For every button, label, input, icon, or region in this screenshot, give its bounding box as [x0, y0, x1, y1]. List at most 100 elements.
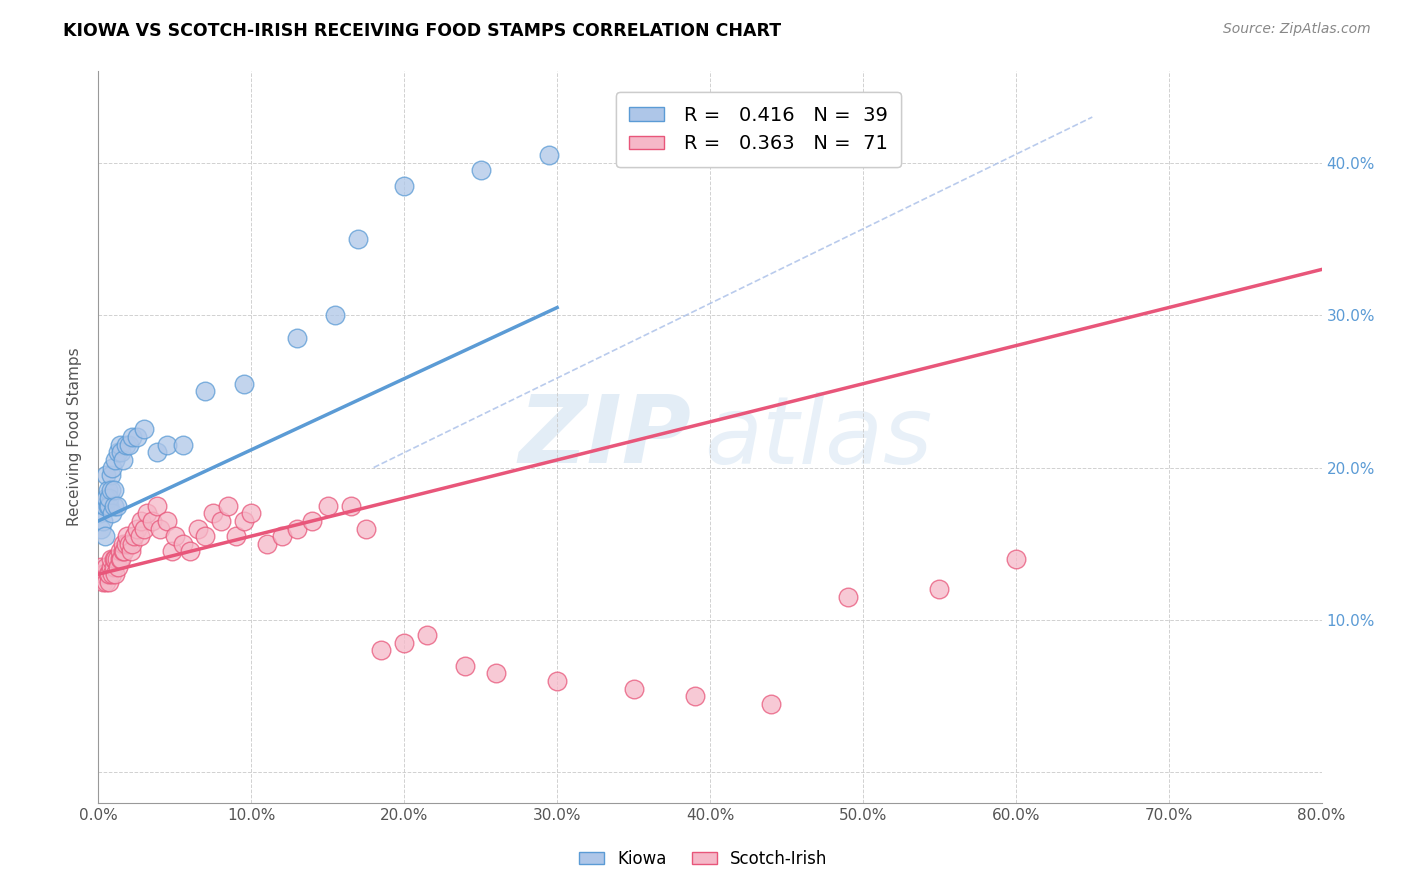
Text: atlas: atlas: [704, 392, 932, 483]
Point: [301, 514, 323, 528]
Point: [104, 453, 127, 467]
Point: [209, 514, 232, 528]
Point: [98, 567, 121, 582]
Point: [270, 529, 292, 543]
Point: [156, 514, 179, 528]
Point: [136, 506, 159, 520]
Point: [538, 148, 561, 162]
Point: [172, 537, 194, 551]
Point: [103, 552, 125, 566]
Point: [172, 438, 194, 452]
Point: [546, 673, 568, 688]
Point: [100, 483, 122, 498]
Point: [134, 422, 156, 436]
Point: [623, 681, 645, 696]
Point: [160, 544, 183, 558]
Point: [285, 521, 308, 535]
Point: [93, 499, 115, 513]
Point: [111, 537, 134, 551]
Point: [108, 552, 131, 566]
Point: [187, 521, 209, 535]
Point: [339, 499, 361, 513]
Point: [94, 559, 117, 574]
Point: [470, 163, 492, 178]
Point: [101, 506, 124, 520]
Point: [416, 628, 439, 642]
Point: [103, 483, 125, 498]
Point: [91, 574, 114, 589]
Point: [90, 559, 112, 574]
Point: [108, 544, 131, 558]
Point: [94, 491, 117, 505]
Point: [107, 445, 129, 459]
Point: [101, 460, 124, 475]
Point: [117, 529, 139, 543]
Point: [194, 529, 217, 543]
Point: [325, 308, 347, 322]
Point: [134, 521, 156, 535]
Point: [100, 552, 122, 566]
Point: [110, 445, 132, 459]
Point: [129, 514, 152, 528]
Point: [108, 438, 131, 452]
Point: [125, 430, 148, 444]
Point: [141, 514, 163, 528]
Point: [217, 499, 239, 513]
Point: [104, 567, 127, 582]
Point: [105, 499, 128, 513]
Point: [115, 438, 138, 452]
Point: [103, 499, 125, 513]
Point: [125, 521, 148, 535]
Point: [316, 499, 339, 513]
Point: [111, 453, 134, 467]
Point: [120, 544, 142, 558]
Point: [98, 574, 121, 589]
Point: [347, 232, 370, 246]
Point: [90, 521, 112, 535]
Legend: Kiowa, Scotch-Irish: Kiowa, Scotch-Irish: [572, 844, 834, 875]
Point: [454, 658, 477, 673]
Point: [225, 529, 247, 543]
Point: [370, 643, 392, 657]
Point: [89, 567, 111, 582]
Point: [98, 499, 121, 513]
Point: [121, 537, 143, 551]
Point: [94, 574, 117, 589]
Point: [240, 506, 263, 520]
Point: [354, 521, 377, 535]
Point: [93, 529, 115, 543]
Point: [98, 491, 121, 505]
Point: [104, 552, 127, 566]
Point: [232, 514, 254, 528]
Point: [100, 468, 122, 483]
Point: [256, 537, 278, 551]
Point: [485, 666, 508, 681]
Point: [759, 697, 782, 711]
Point: [928, 582, 950, 597]
Legend: R =   0.416   N =  39, R =   0.363   N =  71: R = 0.416 N = 39, R = 0.363 N = 71: [616, 92, 901, 167]
Point: [97, 567, 120, 582]
Point: [156, 438, 179, 452]
Point: [118, 438, 141, 452]
Point: [232, 376, 254, 391]
Point: [112, 544, 135, 558]
Point: [97, 483, 120, 498]
Point: [683, 689, 706, 703]
Point: [91, 514, 114, 528]
Point: [122, 529, 145, 543]
Point: [97, 499, 120, 513]
Point: [121, 430, 143, 444]
Point: [163, 529, 186, 543]
Point: [103, 559, 125, 574]
Point: [837, 590, 859, 604]
Point: [392, 636, 416, 650]
Point: [110, 552, 132, 566]
Point: [392, 178, 416, 193]
Point: [202, 506, 225, 520]
Point: [91, 567, 114, 582]
Point: [93, 567, 115, 582]
Point: [145, 445, 167, 459]
Point: [100, 559, 122, 574]
Text: KIOWA VS SCOTCH-IRISH RECEIVING FOOD STAMPS CORRELATION CHART: KIOWA VS SCOTCH-IRISH RECEIVING FOOD STA…: [63, 22, 782, 40]
Point: [179, 544, 201, 558]
